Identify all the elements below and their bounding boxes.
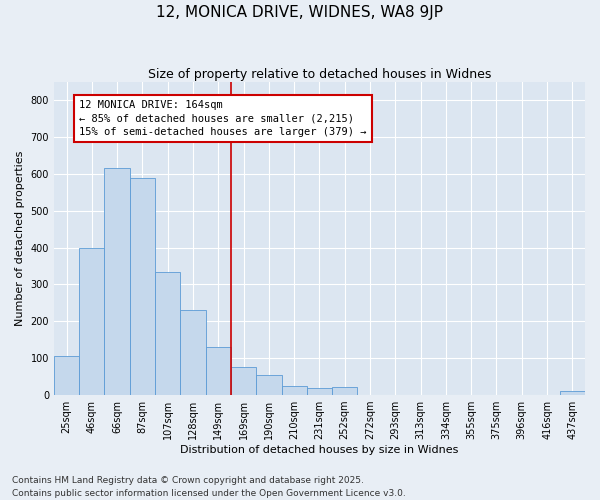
Text: Contains HM Land Registry data © Crown copyright and database right 2025.
Contai: Contains HM Land Registry data © Crown c… [12, 476, 406, 498]
Bar [256, 375, 281, 395]
Bar [54, 356, 79, 395]
Bar [104, 168, 130, 395]
Bar [79, 248, 104, 395]
Bar [231, 368, 256, 395]
Text: 12 MONICA DRIVE: 164sqm
← 85% of detached houses are smaller (2,215)
15% of semi: 12 MONICA DRIVE: 164sqm ← 85% of detache… [79, 100, 367, 136]
Bar [181, 310, 206, 395]
X-axis label: Distribution of detached houses by size in Widnes: Distribution of detached houses by size … [180, 445, 458, 455]
Bar [560, 392, 585, 395]
Bar [206, 347, 231, 395]
Bar [155, 272, 181, 395]
Bar [332, 387, 358, 395]
Title: Size of property relative to detached houses in Widnes: Size of property relative to detached ho… [148, 68, 491, 80]
Bar [130, 178, 155, 395]
Text: 12, MONICA DRIVE, WIDNES, WA8 9JP: 12, MONICA DRIVE, WIDNES, WA8 9JP [157, 5, 443, 20]
Bar [281, 386, 307, 395]
Bar [307, 388, 332, 395]
Y-axis label: Number of detached properties: Number of detached properties [15, 150, 25, 326]
